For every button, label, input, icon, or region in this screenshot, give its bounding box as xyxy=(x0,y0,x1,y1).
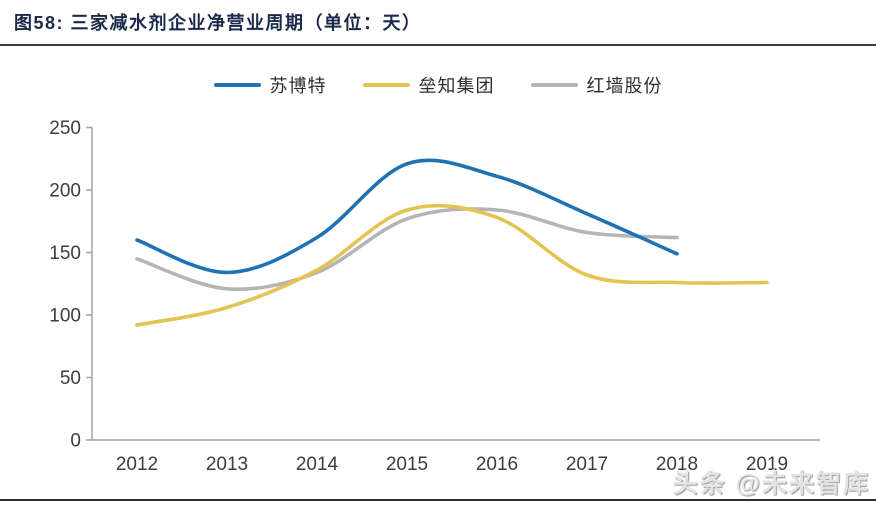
legend-item-subote: 苏博特 xyxy=(213,72,327,98)
chart-legend: 苏博特 垒知集团 红墙股份 xyxy=(0,72,876,98)
x-axis-label: 2015 xyxy=(386,454,428,475)
legend-label: 垒知集团 xyxy=(418,76,495,96)
series-line-0 xyxy=(135,158,679,275)
legend-label: 苏博特 xyxy=(269,76,327,96)
legend-item-hongqiang: 红墙股份 xyxy=(530,72,663,98)
title-underline xyxy=(0,44,876,46)
legend-item-leizhi: 垒知集团 xyxy=(362,72,495,98)
y-tick-label: 150 xyxy=(49,243,81,264)
figure-title: 图58: 三家减水剂企业净营业周期（单位：天） xyxy=(14,13,422,33)
x-axis-label: 2019 xyxy=(746,454,788,475)
legend-line-swatch-blue xyxy=(213,83,261,87)
x-axis-label: 2017 xyxy=(566,454,608,475)
y-tick-label: 200 xyxy=(49,181,81,202)
legend-line-swatch-yellow xyxy=(362,83,410,87)
y-tick-label: 50 xyxy=(60,368,81,389)
x-axis-label: 2013 xyxy=(206,454,248,475)
series-line-2 xyxy=(135,207,679,292)
legend-label: 红墙股份 xyxy=(586,76,663,96)
x-axis-label: 2018 xyxy=(656,454,698,475)
y-tick-label: 100 xyxy=(49,306,81,327)
legend-line-swatch-gray xyxy=(530,83,578,87)
x-axis-label: 2012 xyxy=(116,454,158,475)
watermark: 头条 @未来智库 xyxy=(672,470,870,498)
series-line-1 xyxy=(135,203,769,327)
x-axis-label: 2016 xyxy=(476,454,518,475)
y-tick-label: 0 xyxy=(70,431,81,452)
bottom-border xyxy=(0,499,876,501)
y-tick-label: 250 xyxy=(49,118,81,139)
x-axis-label: 2014 xyxy=(296,454,339,475)
